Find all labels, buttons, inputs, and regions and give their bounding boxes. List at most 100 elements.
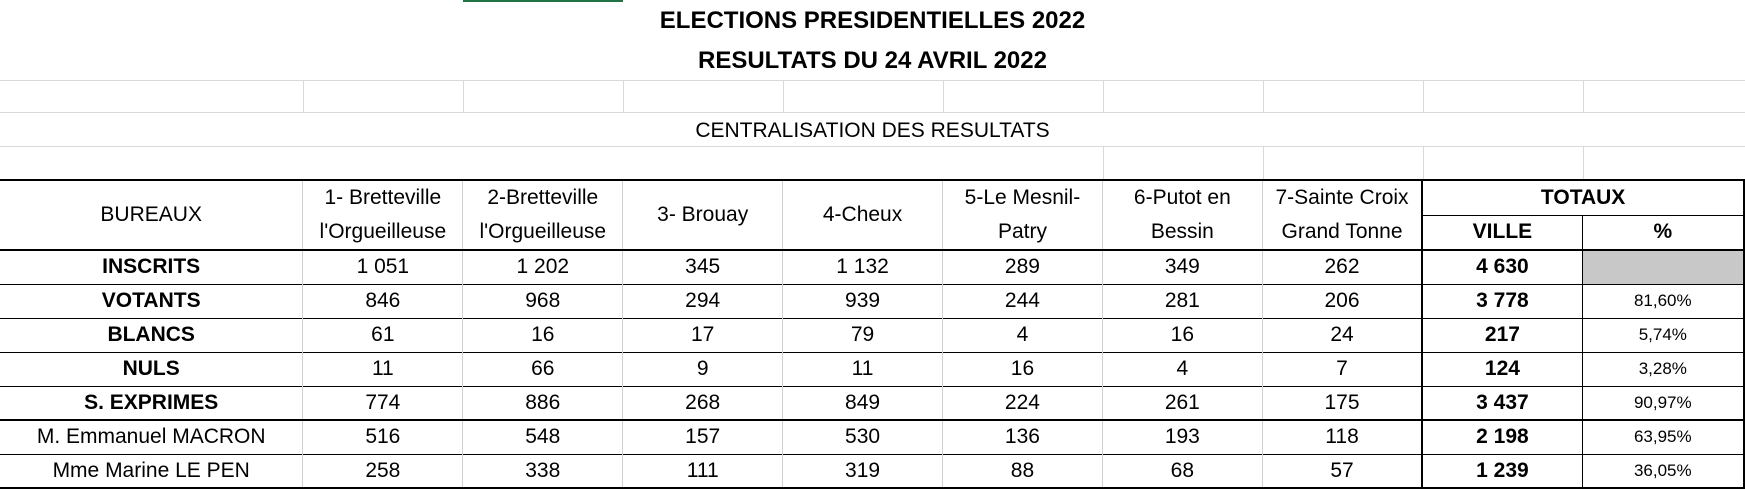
bureau-header-line2: l'Orgueilleuse: [302, 215, 463, 250]
ville-total-cell: 4 630: [1421, 249, 1583, 284]
sheet-gridline: [463, 80, 464, 112]
table-cell: 66: [462, 351, 623, 386]
ville-total-cell: 1 239: [1421, 453, 1583, 489]
table-cell: 530: [782, 419, 943, 454]
table-cell: 16: [1101, 317, 1263, 352]
table-cell: 319: [782, 453, 943, 489]
table-cell: 175: [1261, 385, 1423, 420]
table-cell: 224: [941, 385, 1103, 420]
table-cell: 1 051: [302, 249, 463, 284]
table-cell: 11: [302, 351, 463, 386]
sheet-gridline: [1263, 146, 1264, 179]
ville-total-cell: 2 198: [1421, 419, 1583, 454]
table-cell: 9: [622, 351, 783, 386]
percent-header: %: [1581, 214, 1745, 250]
table-cell: 516: [302, 419, 463, 454]
sheet-gridline: [623, 80, 624, 112]
table-cell: 88: [941, 453, 1103, 489]
table-cell: 57: [1261, 453, 1423, 489]
table-row-inscrits: INSCRITS 1 051 1 202 345 1 132 289 349 2…: [0, 249, 1745, 284]
ville-total-cell: 3 778: [1421, 283, 1583, 318]
sheet-gridline: [1263, 80, 1264, 112]
table-cell: 338: [462, 453, 623, 489]
row-label: INSCRITS: [0, 249, 303, 284]
percent-cell: 36,05%: [1581, 453, 1745, 489]
row-label: VOTANTS: [0, 283, 303, 318]
table-cell: 548: [462, 419, 623, 454]
ville-total-cell: 3 437: [1421, 385, 1583, 420]
sheet-gridline: [1423, 80, 1424, 112]
percent-cell: 81,60%: [1581, 283, 1745, 318]
bureau-header-line2: Bessin: [1101, 215, 1263, 250]
selected-cell-indicator: [463, 0, 623, 2]
table-cell: 294: [622, 283, 783, 318]
table-cell: 1 132: [782, 249, 943, 284]
table-cell: 24: [1261, 317, 1423, 352]
bureau-header-line1: 6-Putot en: [1101, 179, 1263, 215]
sheet-gridline: [783, 80, 784, 112]
table-header-row: l'Orgueilleuse l'Orgueilleuse Patry Bess…: [0, 214, 1745, 250]
section-title: CENTRALISATION DES RESULTATS: [695, 119, 1050, 142]
results-table: BUREAUX 1- Bretteville 2-Bretteville 3- …: [0, 179, 1745, 489]
table-row-blancs: BLANCS 61 16 17 79 4 16 24 217 5,74%: [0, 317, 1745, 352]
table-cell: 281: [1101, 283, 1263, 318]
table-cell: 16: [941, 351, 1103, 386]
sheet-gridline: [1583, 80, 1584, 112]
table-cell: 349: [1101, 249, 1263, 284]
table-cell: 206: [1261, 283, 1423, 318]
bureau-header-line2: Grand Tonne: [1261, 215, 1423, 250]
sheet-gridline: [0, 146, 1745, 147]
bureau-header-line1: 1- Bretteville: [302, 179, 463, 215]
bureau-header-line2: Patry: [941, 215, 1103, 250]
percent-cell: 3,28%: [1581, 351, 1745, 386]
table-cell: 193: [1101, 419, 1263, 454]
bureau-header-line2: l'Orgueilleuse: [462, 215, 623, 250]
sheet-gridline: [0, 80, 1745, 81]
candidate-label: Mme Marine LE PEN: [0, 453, 303, 489]
table-cell: 258: [302, 453, 463, 489]
bureaux-header: BUREAUX: [0, 179, 303, 250]
table-cell: 939: [782, 283, 943, 318]
sheet-gridline: [0, 112, 1745, 113]
page-subtitle-date: RESULTATS DU 24 AVRIL 2022: [698, 47, 1047, 74]
table-cell: 118: [1261, 419, 1423, 454]
table-cell: 111: [622, 453, 783, 489]
table-cell: 886: [462, 385, 623, 420]
table-cell: 268: [622, 385, 783, 420]
sheet-gridline: [1103, 80, 1104, 112]
row-label: BLANCS: [0, 317, 303, 352]
table-cell: 157: [622, 419, 783, 454]
table-cell: 17: [622, 317, 783, 352]
bureau-header: 4-Cheux: [782, 179, 943, 250]
table-cell: 846: [302, 283, 463, 318]
row-label: NULS: [0, 351, 303, 386]
table-cell: 61: [302, 317, 463, 352]
sheet-gridline: [1583, 146, 1584, 179]
percent-cell: 5,74%: [1581, 317, 1745, 352]
table-cell: 849: [782, 385, 943, 420]
totaux-header: TOTAUX: [1421, 179, 1745, 215]
sheet-gridline: [943, 80, 944, 112]
sheet-gridline: [1103, 146, 1104, 179]
table-cell: 68: [1101, 453, 1263, 489]
table-cell: 4: [941, 317, 1103, 352]
bureau-header-line1: 5-Le Mesnil-: [941, 179, 1103, 215]
table-cell: 136: [941, 419, 1103, 454]
row-label: S. EXPRIMES: [0, 385, 303, 420]
table-header-row: BUREAUX 1- Bretteville 2-Bretteville 3- …: [0, 179, 1745, 250]
sheet-gridline: [303, 80, 304, 112]
table-cell: 262: [1261, 249, 1423, 284]
table-cell: 1 202: [462, 249, 623, 284]
candidate-label: M. Emmanuel MACRON: [0, 419, 303, 454]
bureau-header-line1: 7-Sainte Croix: [1261, 179, 1423, 215]
table-cell: 4: [1101, 351, 1263, 386]
table-cell: 289: [941, 249, 1103, 284]
table-cell: 345: [622, 249, 783, 284]
page-title: ELECTIONS PRESIDENTIELLES 2022: [659, 7, 1086, 34]
bureau-header: 3- Brouay: [622, 179, 783, 250]
table-cell: 774: [302, 385, 463, 420]
table-cell: 968: [462, 283, 623, 318]
percent-cell: 90,97%: [1581, 385, 1745, 420]
table-cell: 16: [462, 317, 623, 352]
sheet-gridline: [1423, 146, 1424, 179]
